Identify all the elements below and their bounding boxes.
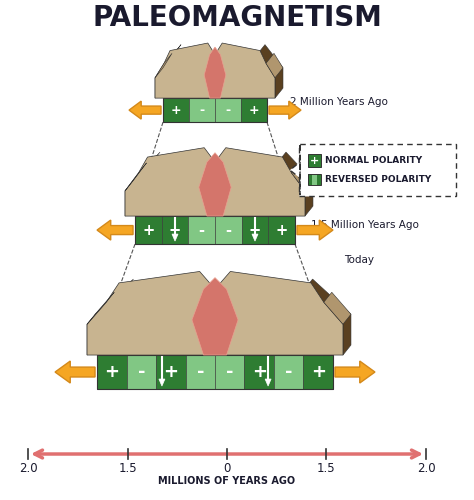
- Text: REVERSED POLARITY: REVERSED POLARITY: [325, 175, 431, 184]
- Polygon shape: [204, 47, 226, 98]
- Polygon shape: [324, 292, 351, 324]
- Text: -: -: [199, 222, 205, 238]
- Polygon shape: [125, 148, 215, 216]
- Bar: [317, 174, 321, 185]
- Polygon shape: [55, 361, 95, 383]
- Polygon shape: [163, 92, 272, 98]
- Polygon shape: [192, 278, 238, 355]
- Bar: [308, 174, 312, 185]
- Polygon shape: [290, 145, 300, 195]
- Text: -: -: [225, 222, 231, 238]
- Polygon shape: [199, 152, 231, 216]
- Polygon shape: [292, 163, 313, 191]
- Bar: [156, 355, 185, 389]
- Text: 2 Million Years Ago: 2 Million Years Ago: [290, 97, 388, 107]
- Text: +: +: [163, 363, 178, 381]
- Text: -: -: [226, 104, 230, 117]
- Bar: [303, 355, 333, 389]
- Polygon shape: [297, 220, 333, 240]
- Text: -: -: [226, 363, 234, 381]
- Text: 1.5: 1.5: [118, 462, 137, 475]
- Bar: [135, 216, 295, 244]
- Bar: [188, 216, 215, 244]
- Text: MILLIONS OF YEARS AGO: MILLIONS OF YEARS AGO: [158, 476, 296, 486]
- Text: +: +: [249, 222, 261, 238]
- Bar: [245, 355, 274, 389]
- Polygon shape: [269, 101, 301, 119]
- Polygon shape: [87, 272, 215, 355]
- Polygon shape: [159, 379, 165, 386]
- Bar: [274, 355, 303, 389]
- Text: 2.0: 2.0: [19, 462, 37, 475]
- Polygon shape: [257, 44, 283, 98]
- Polygon shape: [155, 43, 215, 98]
- Polygon shape: [278, 152, 313, 216]
- Text: Today: Today: [344, 255, 374, 265]
- Polygon shape: [335, 361, 375, 383]
- Bar: [215, 98, 241, 122]
- Text: -: -: [285, 363, 292, 381]
- Text: +: +: [171, 104, 182, 117]
- Text: 1.5: 1.5: [317, 462, 336, 475]
- Text: +: +: [311, 363, 326, 381]
- Text: 0: 0: [223, 462, 231, 475]
- Bar: [163, 98, 189, 122]
- Text: +: +: [252, 363, 267, 381]
- Text: -: -: [137, 363, 145, 381]
- Bar: [189, 98, 215, 122]
- Bar: [127, 355, 156, 389]
- Text: -: -: [197, 363, 204, 381]
- Text: -: -: [200, 104, 205, 117]
- Polygon shape: [215, 272, 343, 355]
- Bar: [215, 216, 242, 244]
- Text: +: +: [310, 156, 319, 166]
- Bar: [308, 154, 321, 167]
- Bar: [135, 216, 162, 244]
- Polygon shape: [252, 234, 258, 241]
- Text: +: +: [249, 104, 259, 117]
- Polygon shape: [155, 54, 172, 78]
- Polygon shape: [125, 163, 146, 191]
- FancyBboxPatch shape: [299, 144, 456, 196]
- Bar: [308, 174, 321, 185]
- Polygon shape: [129, 101, 161, 119]
- Bar: [242, 216, 268, 244]
- Polygon shape: [155, 44, 181, 98]
- Polygon shape: [97, 349, 338, 355]
- Text: +: +: [104, 363, 119, 381]
- Text: NORMAL POLARITY: NORMAL POLARITY: [325, 156, 422, 165]
- Text: +: +: [142, 222, 155, 238]
- Polygon shape: [266, 54, 283, 78]
- Text: +: +: [275, 222, 288, 238]
- Polygon shape: [215, 43, 275, 98]
- Bar: [97, 355, 127, 389]
- Polygon shape: [215, 148, 305, 216]
- Polygon shape: [125, 152, 160, 216]
- Bar: [162, 216, 188, 244]
- Bar: [185, 355, 215, 389]
- Bar: [241, 98, 267, 122]
- Polygon shape: [87, 279, 133, 355]
- Polygon shape: [97, 220, 133, 240]
- Polygon shape: [265, 379, 271, 386]
- Polygon shape: [305, 279, 351, 355]
- Bar: [97, 355, 333, 389]
- Text: +: +: [169, 222, 181, 238]
- Text: PALEOMAGNETISM: PALEOMAGNETISM: [92, 4, 382, 32]
- Bar: [163, 98, 267, 122]
- Text: 2.0: 2.0: [417, 462, 435, 475]
- Text: 1.5 Million Years Ago: 1.5 Million Years Ago: [311, 220, 419, 230]
- Polygon shape: [87, 292, 114, 324]
- Bar: [268, 216, 295, 244]
- Bar: [312, 174, 317, 185]
- Polygon shape: [135, 210, 300, 216]
- Bar: [215, 355, 245, 389]
- Polygon shape: [172, 234, 178, 241]
